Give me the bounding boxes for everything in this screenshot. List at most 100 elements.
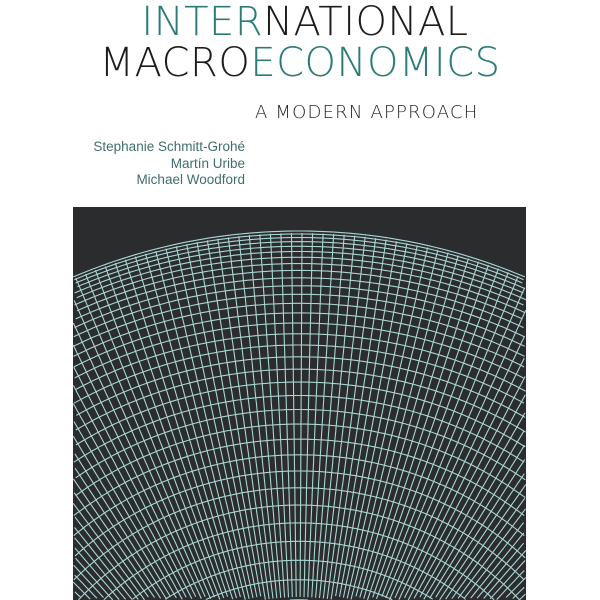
grid-spoke [307,233,324,598]
grid-spoke [330,239,387,600]
grid-spoke [350,249,439,600]
grid-spoke [439,473,525,600]
grid-ring [73,344,525,404]
grid-spoke [73,478,156,598]
grid-spoke [73,492,149,598]
grid-ring [73,293,525,347]
grid-spoke [359,255,459,598]
author: Stephanie Schmitt-Grohé [93,139,245,154]
grid-spoke [385,276,519,599]
grid-spoke [248,235,282,598]
grid-spoke [73,300,206,598]
polar-grid-artwork [73,230,526,600]
grid-spoke [85,273,216,598]
grid-spoke [342,245,418,598]
grid-spoke [372,264,489,598]
grid-spoke [74,453,168,600]
grid-spoke [74,537,127,600]
grid-spoke [75,277,212,600]
grid-spoke [489,560,526,600]
grid-spoke [496,570,525,600]
grid-spoke [423,430,525,600]
grid-spoke [419,412,526,598]
grid-spoke [290,233,297,597]
cover-artwork-panel [73,207,526,600]
grid-spoke [366,261,479,600]
grid-spoke [318,235,356,599]
grid-spoke [227,237,274,599]
grid-spoke [74,527,133,600]
grid-ring [74,233,524,281]
grid-spoke [74,574,98,599]
title-line-1: INTERNATIONAL [0,2,600,42]
grid-ring [73,394,525,463]
grid-ring [73,285,525,338]
grid-spoke [73,385,187,598]
grid-spoke [73,435,171,598]
grid-spoke [512,586,525,599]
grid-spoke [311,233,335,598]
grid-spoke [259,234,286,598]
grid-spoke [155,250,246,600]
grid-spoke [217,238,270,600]
grid-spoke [73,366,193,599]
grid-spoke [338,243,408,597]
grid-spoke [145,253,241,598]
grid-spoke [322,236,366,599]
grid-spoke [124,259,234,600]
grid-spoke [375,268,499,599]
grid-spoke [404,357,525,599]
grid-spoke [73,344,197,598]
grid-ring [73,230,526,278]
title-national: NATIONAL [263,0,469,45]
title-line-2: MACROECONOMICS [0,43,600,83]
grid-spoke [335,241,398,597]
grid-spoke [463,522,525,599]
grid-spoke [238,236,278,599]
grid-spoke [429,444,525,599]
grid-spoke [413,394,526,599]
grid-spoke [355,252,449,597]
grid-spoke [73,564,104,598]
grid-spoke [407,376,526,600]
grid-spoke [175,246,254,599]
grid-spoke [388,287,526,600]
grid-spoke [104,266,225,599]
grid-spoke [206,240,266,600]
grid-ring [73,302,525,357]
grid-spoke [346,247,429,599]
grid-spoke [269,233,290,598]
grid-spoke [94,270,221,600]
grid-spoke [74,467,162,599]
grid-spoke [505,577,526,598]
grid-spoke [73,322,202,599]
grid-spoke [299,233,303,597]
grid-spoke [75,557,114,600]
title-accent-inter: INTER [141,0,264,45]
grid-spoke [196,242,262,597]
grid-spoke [476,542,525,599]
grid-ring [78,504,520,600]
grid-ring [75,269,523,320]
grid-spoke [73,421,177,599]
grid-spoke [519,593,526,600]
title-macro: MACRO [99,40,251,86]
grid-spoke [326,238,377,599]
grid-spoke [74,591,82,598]
grid-spoke [483,550,526,599]
grid-spoke [74,516,139,600]
grid-spoke [363,258,469,599]
title-accent-economics: ECONOMICS [250,40,501,86]
grid-spoke [186,243,258,598]
grid-spoke [114,262,229,597]
grid-spoke [303,233,314,598]
grid-spoke [445,484,526,600]
grid-ring [132,540,466,600]
grid-spoke [398,335,526,600]
author: Martín Uribe [170,155,245,171]
grid-spoke [280,233,293,598]
grid-ring [74,245,524,294]
grid-spoke [165,248,250,599]
grid-ring [74,322,524,379]
grid-spoke [74,547,120,600]
